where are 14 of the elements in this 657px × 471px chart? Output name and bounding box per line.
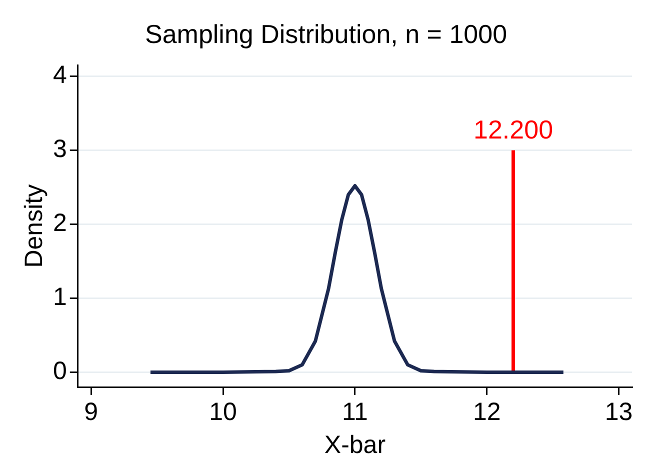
y-tick-label: 1 — [53, 283, 67, 312]
x-tick-label: 10 — [209, 398, 237, 426]
x-axis-title: X-bar — [324, 430, 386, 459]
annotation: 12.200 — [474, 114, 554, 144]
x-tick-label: 9 — [84, 398, 98, 426]
y-tick-label: 4 — [53, 61, 67, 90]
y-tick-label: 0 — [53, 357, 67, 386]
x-tick-label: 12 — [472, 398, 501, 426]
y-axis-title: Density — [20, 184, 48, 268]
x-tick-label: 13 — [604, 398, 633, 426]
y-tick-label: 3 — [53, 135, 67, 164]
chart-title: Sampling Distribution, n = 1000 — [144, 18, 508, 49]
y-tick-label: 2 — [53, 209, 67, 238]
x-tick-label: 11 — [342, 398, 368, 426]
